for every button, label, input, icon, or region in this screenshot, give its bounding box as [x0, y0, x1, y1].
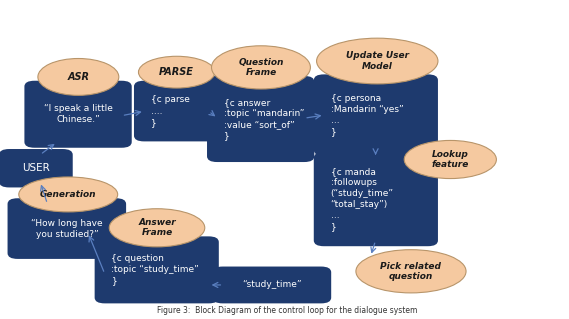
FancyBboxPatch shape — [24, 81, 132, 148]
FancyBboxPatch shape — [213, 267, 331, 303]
Ellipse shape — [109, 209, 205, 247]
Ellipse shape — [38, 58, 119, 95]
Text: Question
Frame: Question Frame — [238, 58, 283, 77]
Text: Figure 3:  Block Diagram of the control loop for the dialogue system: Figure 3: Block Diagram of the control l… — [157, 306, 418, 315]
FancyBboxPatch shape — [134, 81, 219, 141]
Text: {c manda
:followups
(“study_time”
“total_stay”)
...
}: {c manda :followups (“study_time” “total… — [331, 167, 394, 232]
Ellipse shape — [19, 177, 118, 212]
FancyBboxPatch shape — [94, 236, 219, 303]
Text: “study_time”: “study_time” — [242, 280, 302, 289]
Text: Answer
Frame: Answer Frame — [138, 218, 176, 237]
FancyBboxPatch shape — [7, 198, 126, 259]
Ellipse shape — [404, 140, 496, 179]
FancyBboxPatch shape — [314, 152, 438, 246]
Text: Generation: Generation — [40, 190, 97, 199]
FancyBboxPatch shape — [0, 149, 73, 188]
Text: {c question
:topic “study_time”
}: {c question :topic “study_time” } — [112, 254, 199, 286]
Text: “How long have
you studied?”: “How long have you studied?” — [31, 219, 102, 239]
Ellipse shape — [356, 250, 466, 293]
FancyBboxPatch shape — [314, 74, 438, 156]
Text: “I speak a little
Chinese.”: “I speak a little Chinese.” — [44, 104, 113, 124]
Text: Update User
Model: Update User Model — [346, 51, 409, 71]
Text: {c answer
:topic “mandarin”
:value “sort_of”
}: {c answer :topic “mandarin” :value “sort… — [224, 98, 304, 140]
Ellipse shape — [316, 38, 438, 84]
Text: PARSE: PARSE — [159, 67, 194, 77]
Text: Pick related
question: Pick related question — [381, 262, 442, 281]
Ellipse shape — [212, 46, 311, 89]
FancyBboxPatch shape — [207, 76, 314, 162]
Ellipse shape — [138, 56, 215, 88]
Text: ASR: ASR — [67, 72, 89, 82]
Text: USER: USER — [22, 163, 50, 173]
Text: Lookup
feature: Lookup feature — [432, 150, 469, 169]
Text: {c parse
....
}: {c parse .... } — [151, 95, 189, 127]
Text: {c persona
:Mandarin “yes”
...
}: {c persona :Mandarin “yes” ... } — [331, 94, 403, 136]
